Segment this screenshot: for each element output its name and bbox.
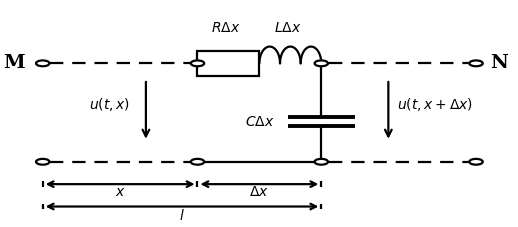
Text: N: N: [491, 54, 508, 72]
Text: $R\Delta x$: $R\Delta x$: [211, 20, 240, 35]
Circle shape: [36, 159, 49, 165]
Text: $u(t,x)$: $u(t,x)$: [89, 96, 131, 113]
Text: M: M: [4, 54, 25, 72]
Text: $l$: $l$: [179, 208, 185, 223]
Circle shape: [469, 159, 483, 165]
Bar: [197, 51, 260, 76]
Circle shape: [469, 60, 483, 66]
Circle shape: [191, 60, 204, 66]
Circle shape: [36, 60, 49, 66]
Text: $C\Delta x$: $C\Delta x$: [246, 114, 275, 128]
Text: $L\Delta x$: $L\Delta x$: [274, 20, 301, 35]
Text: $u(t,x+\Delta x)$: $u(t,x+\Delta x)$: [397, 96, 473, 113]
Text: $x$: $x$: [115, 185, 125, 199]
Circle shape: [314, 60, 328, 66]
Circle shape: [314, 159, 328, 165]
Circle shape: [191, 159, 204, 165]
Text: $\Delta x$: $\Delta x$: [250, 185, 269, 199]
